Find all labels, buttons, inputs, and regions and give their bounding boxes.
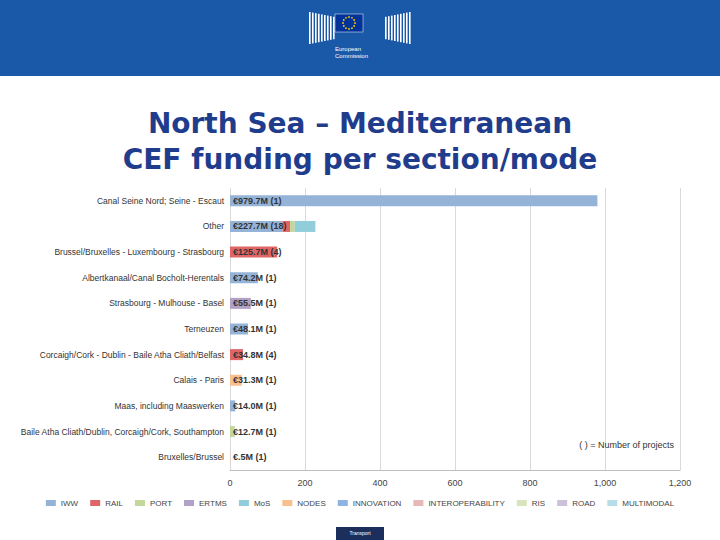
svg-text:200: 200	[297, 478, 312, 488]
svg-text:€34.8M (4): €34.8M (4)	[233, 350, 277, 360]
svg-text:INTEROPERABILITY: INTEROPERABILITY	[428, 499, 505, 508]
svg-text:Albertkanaal/Canal Bocholt-Her: Albertkanaal/Canal Bocholt-Herentals	[82, 273, 224, 283]
svg-text:Calais - Paris: Calais - Paris	[173, 375, 224, 385]
svg-text:1,000: 1,000	[594, 478, 617, 488]
html-text:North Sea – Mediterranean: North Sea – Mediterranean	[147, 107, 573, 140]
html-text:European: European	[335, 46, 361, 52]
svg-text:0: 0	[227, 478, 232, 488]
svg-text:Brussel/Bruxelles - Luxembourg: Brussel/Bruxelles - Luxembourg - Strasbo…	[54, 247, 224, 257]
svg-text:RAIL: RAIL	[105, 499, 123, 508]
svg-text:€12.7M (1): €12.7M (1)	[233, 427, 277, 437]
svg-text:NODES: NODES	[297, 499, 325, 508]
svg-text:ERTMS: ERTMS	[199, 499, 227, 508]
svg-text:Other: Other	[203, 221, 224, 231]
svg-text:RIS: RIS	[532, 499, 545, 508]
svg-text:1,200: 1,200	[669, 478, 692, 488]
svg-text:600: 600	[447, 478, 462, 488]
svg-text:€55.5M (1): €55.5M (1)	[233, 298, 277, 308]
svg-text:€.5M (1): €.5M (1)	[233, 452, 267, 462]
svg-text:€14.0M (1): €14.0M (1)	[233, 401, 277, 411]
svg-text:€227.7M (18): €227.7M (18)	[233, 221, 287, 231]
svg-text:Strasbourg - Mulhouse - Basel: Strasbourg - Mulhouse - Basel	[109, 298, 224, 308]
svg-text:( ) = Number of projects: ( ) = Number of projects	[579, 440, 674, 450]
svg-text:MoS: MoS	[254, 499, 270, 508]
svg-text:Baile Atha Cliath/Dublin, Corc: Baile Atha Cliath/Dublin, Corcaigh/Cork,…	[21, 427, 224, 437]
svg-text:Canal Seine Nord; Seine - Esca: Canal Seine Nord; Seine - Escaut	[97, 196, 225, 206]
html-text:CEF funding per section/mode: CEF funding per section/mode	[122, 143, 598, 176]
svg-text:€125.7M (4): €125.7M (4)	[233, 247, 282, 257]
html-text:Transport: Transport	[349, 530, 371, 536]
svg-text:€48.1M (1): €48.1M (1)	[233, 324, 277, 334]
svg-text:€979.7M (1): €979.7M (1)	[233, 196, 282, 206]
svg-text:Maas, including Maaswerken: Maas, including Maaswerken	[114, 401, 224, 411]
svg-text:MULTIMODAL: MULTIMODAL	[622, 499, 674, 508]
svg-text:Bruxelles/Brussel: Bruxelles/Brussel	[158, 452, 224, 462]
svg-text:€31.3M (1): €31.3M (1)	[233, 375, 277, 385]
svg-text:400: 400	[372, 478, 387, 488]
svg-text:Terneuzen: Terneuzen	[184, 324, 224, 334]
svg-text:PORT: PORT	[150, 499, 172, 508]
svg-text:IWW: IWW	[61, 499, 79, 508]
html-text:Commission: Commission	[335, 53, 368, 59]
svg-text:ROAD: ROAD	[572, 499, 595, 508]
svg-text:€74.2M (1): €74.2M (1)	[233, 273, 277, 283]
svg-text:800: 800	[522, 478, 537, 488]
svg-text:Corcaigh/Cork - Dublin - Baile: Corcaigh/Cork - Dublin - Baile Atha Clia…	[40, 350, 225, 360]
svg-text:INNOVATION: INNOVATION	[353, 499, 402, 508]
